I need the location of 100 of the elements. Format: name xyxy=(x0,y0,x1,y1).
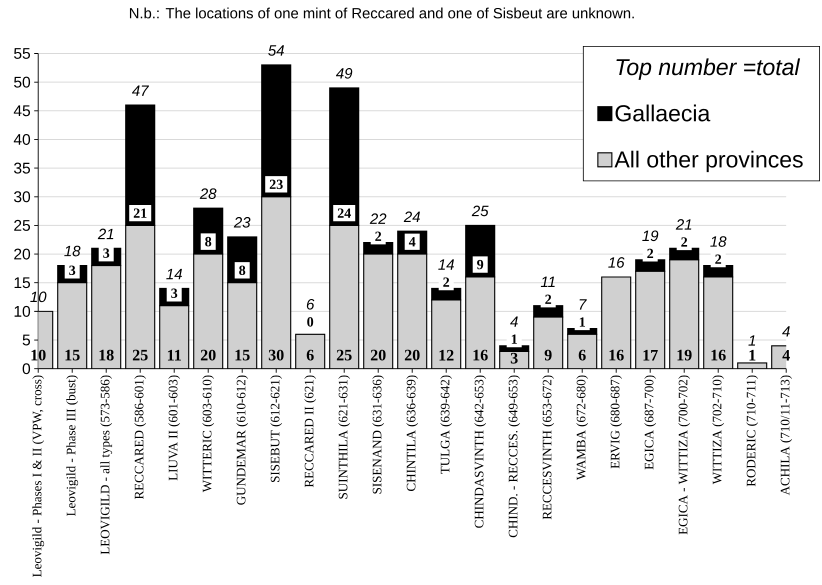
total-label: 4 xyxy=(510,316,518,327)
x-tick-label: LIUVA II (601-603) xyxy=(168,375,180,480)
total-label: 22 xyxy=(370,213,386,224)
data-label: 11 xyxy=(168,350,181,360)
data-label: 2 xyxy=(647,248,654,258)
total-label: 18 xyxy=(64,246,80,256)
x-tick-label: EGICA - WITTIZA (700-702) xyxy=(678,375,690,534)
data-label: 1 xyxy=(512,334,517,344)
data-label: 3 xyxy=(103,248,110,258)
data-label: 2 xyxy=(545,294,552,304)
x-tick-label: Leovigild - Phases I & II (VPW, cross) xyxy=(32,375,44,577)
y-tick-label: 25 xyxy=(14,220,30,231)
data-label: 8 xyxy=(205,236,212,246)
data-label: 1 xyxy=(749,350,756,360)
data-label: 24 xyxy=(338,208,351,218)
y-tick-label: 40 xyxy=(14,134,30,145)
total-label: 19 xyxy=(642,230,658,242)
total-label: 14 xyxy=(438,259,454,270)
data-label: 8 xyxy=(239,266,246,276)
data-label: 20 xyxy=(404,350,420,360)
total-label: 21 xyxy=(676,219,692,230)
data-label: 4 xyxy=(408,237,416,246)
x-tick-label: LEOVIGILD - all types (573-586) xyxy=(100,375,112,554)
total-label: 4 xyxy=(782,326,790,337)
data-label: 3 xyxy=(171,288,178,298)
x-tick-label: CHIND. - RECCES. (649-653) xyxy=(508,375,520,538)
x-tick-label: RECCARED II (621) xyxy=(304,375,316,488)
data-label: 2 xyxy=(443,277,450,287)
data-label: 23 xyxy=(270,180,283,190)
y-tick-label: 50 xyxy=(14,76,30,88)
data-label: 30 xyxy=(268,350,284,360)
legend-title: Top number =total xyxy=(616,58,800,80)
total-label: 1 xyxy=(748,335,756,346)
data-label: 1 xyxy=(580,317,585,327)
y-tick-label: 20 xyxy=(14,248,30,260)
total-label: 21 xyxy=(98,228,114,240)
total-label: 24 xyxy=(404,211,420,222)
x-tick-label: RECCARED (586-601) xyxy=(134,375,146,500)
data-label: 2 xyxy=(681,237,688,247)
data-label: 12 xyxy=(439,350,454,360)
data-label: 18 xyxy=(99,350,114,360)
total-label: 14 xyxy=(166,268,182,280)
x-tick-label: SUINTHILA (621-631) xyxy=(338,375,350,499)
data-label: 15 xyxy=(65,350,80,360)
x-tick-label: EGICA (687-700) xyxy=(644,375,656,470)
data-label: 21 xyxy=(134,208,146,218)
total-label: 7 xyxy=(580,299,587,310)
total-label: 18 xyxy=(710,236,726,247)
data-label: 16 xyxy=(711,350,726,360)
data-label: 17 xyxy=(643,350,658,360)
data-label: 0 xyxy=(307,317,314,327)
x-tick-label: CHINTILA (636-639) xyxy=(406,375,418,491)
x-tick-label: ACHILA (710/11-713) xyxy=(780,375,792,496)
total-label: 49 xyxy=(336,68,352,79)
total-label: 11 xyxy=(540,276,555,287)
data-label: 16 xyxy=(609,350,624,360)
legend-label: All other provinces xyxy=(614,150,803,172)
total-label: 23 xyxy=(234,217,250,228)
data-label: 2 xyxy=(715,254,722,264)
data-label: 20 xyxy=(200,350,216,360)
data-label: 4 xyxy=(782,350,790,360)
y-tick-label: 55 xyxy=(14,48,30,59)
total-label: 54 xyxy=(268,45,284,56)
legend-label: Gallaecia xyxy=(616,104,710,122)
total-label: 25 xyxy=(472,206,489,216)
total-label: 47 xyxy=(132,86,150,96)
data-label: 3 xyxy=(510,352,518,364)
y-tick-label: 10 xyxy=(14,306,30,317)
y-tick-label: 30 xyxy=(14,191,30,202)
x-tick-label: TULGA (639-642) xyxy=(440,375,452,474)
total-label: 6 xyxy=(306,298,314,310)
data-label: 19 xyxy=(677,350,692,360)
data-label: 6 xyxy=(578,350,586,360)
x-tick-label: ERVIG (680-687) xyxy=(610,375,622,468)
data-label: 9 xyxy=(544,350,552,360)
x-tick-label: CHINDASVINTH (642-653) xyxy=(474,375,486,528)
x-tick-label: RECCESVINTH (653-672) xyxy=(542,375,554,520)
x-tick-label: SISEBUT (612-621) xyxy=(270,375,282,482)
text: N.b.: The locations of one mint of Reccared and one of Sisbeut are unknown. xyxy=(130,8,634,18)
x-tick-label: GUNDEMAR (610-612) xyxy=(236,375,248,505)
y-tick-label: 15 xyxy=(14,277,30,288)
total-label: 16 xyxy=(608,257,625,268)
data-label: 3 xyxy=(69,266,76,276)
y-tick-label: 5 xyxy=(22,334,30,346)
data-label: 25 xyxy=(132,350,148,360)
x-tick-label: SISENAND (631-636) xyxy=(372,375,384,494)
data-label: 25 xyxy=(336,350,352,360)
data-label: 15 xyxy=(235,350,250,360)
data-label: 20 xyxy=(370,350,386,360)
x-tick-label: RODERIC (710-711) xyxy=(746,375,758,486)
total-label: 28 xyxy=(200,188,216,200)
x-tick-label: WITTIZA (702-710) xyxy=(712,375,724,484)
data-label: 2 xyxy=(375,232,382,241)
data-label: 9 xyxy=(477,260,484,270)
x-tick-label: WAMBA (672-680) xyxy=(576,375,588,480)
y-tick-label: 35 xyxy=(14,162,30,174)
y-tick-label: 45 xyxy=(14,105,30,116)
x-tick-label: WITTERIC (603-610) xyxy=(202,375,214,492)
x-tick-label: Leovigild - Phase III (bust) xyxy=(66,375,78,516)
data-label: 10 xyxy=(31,350,46,360)
